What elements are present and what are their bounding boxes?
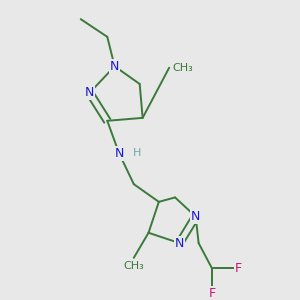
Text: N: N	[191, 210, 200, 223]
Text: N: N	[85, 86, 94, 99]
Text: N: N	[114, 147, 124, 160]
Text: N: N	[175, 237, 184, 250]
Text: F: F	[208, 287, 215, 300]
Text: F: F	[235, 262, 242, 275]
Text: N: N	[110, 60, 119, 73]
Text: CH₃: CH₃	[123, 261, 144, 271]
Text: H: H	[133, 148, 142, 158]
Text: CH₃: CH₃	[172, 63, 193, 73]
